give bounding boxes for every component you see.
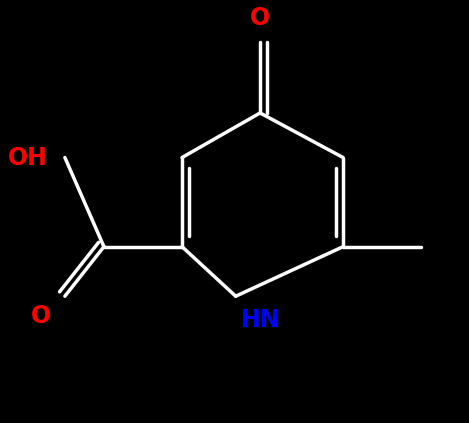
Text: O: O	[250, 6, 270, 30]
Text: HN: HN	[241, 308, 280, 332]
Text: OH: OH	[8, 146, 47, 170]
Text: O: O	[31, 304, 51, 328]
